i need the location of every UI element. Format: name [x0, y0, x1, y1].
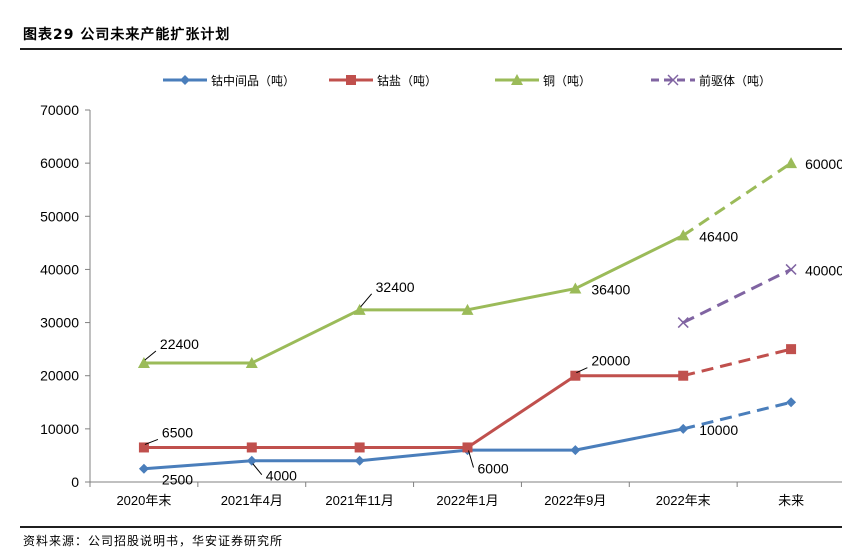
axes: 0 10000 20000 30000 40000 50000 60000 70000 2020…	[40, 102, 842, 508]
data-point	[246, 442, 257, 453]
data-point	[786, 344, 797, 355]
data-label: 22400	[160, 336, 199, 352]
data-point	[138, 442, 149, 453]
series-segment	[359, 448, 468, 463]
y-tick-label: 40000	[40, 261, 79, 277]
data-label: 32400	[376, 279, 415, 295]
legend-label: 铜（吨）	[543, 73, 591, 88]
data-label: 46400	[699, 228, 738, 244]
data-point	[569, 282, 582, 294]
data-point	[462, 442, 473, 453]
series-segment	[467, 287, 576, 312]
source-note: 资料来源：公司招股说明书，华安证券研究所	[23, 534, 284, 548]
x-tick-label: 2022年1月	[436, 493, 498, 508]
top-rule	[20, 48, 842, 50]
y-tick-label: 70000	[40, 102, 79, 118]
data-label: 60000	[805, 156, 842, 172]
series-segment-dashed	[682, 347, 792, 378]
chart: 钴中间品（吨） 钴盐（吨） 铜（吨） 前驱体（吨） 0 10000 20000 30000 4…	[40, 73, 842, 508]
y-tick-label: 20000	[40, 368, 79, 384]
legend-label: 钴中间品（吨）	[211, 73, 295, 88]
data-point	[138, 463, 149, 474]
data-point	[785, 157, 798, 169]
legend-item: 钴盐（吨）	[329, 73, 437, 88]
data-point	[354, 442, 365, 453]
figure-title: 图表29 公司未来产能扩张计划	[23, 27, 231, 43]
y-tick-label: 0	[71, 474, 79, 490]
series-0	[138, 397, 797, 474]
data-point	[137, 356, 150, 368]
data-label-leader	[576, 367, 588, 374]
y-tick-label: 50000	[40, 208, 79, 224]
data-label-leader	[252, 463, 263, 476]
data-label-leader	[468, 450, 474, 468]
series-segment	[574, 234, 684, 290]
data-point-stroke	[667, 74, 679, 86]
series-segment-dashed	[682, 268, 792, 324]
series-segment	[143, 459, 252, 471]
data-point	[180, 75, 190, 85]
legend-label: 钴盐（吨）	[377, 73, 437, 88]
data-point-stroke	[785, 263, 797, 275]
data-point	[511, 74, 523, 85]
data-label: 2500	[162, 472, 193, 488]
data-point	[354, 455, 365, 466]
data-point	[677, 317, 689, 329]
x-tick-label: 2022年末	[656, 493, 711, 508]
legend-item: 前驱体（吨）	[651, 73, 771, 88]
legend-label: 前驱体（吨）	[699, 73, 771, 88]
data-point	[461, 303, 474, 315]
x-tick-label: 2020年末	[116, 493, 171, 508]
series-segment	[251, 308, 361, 365]
data-point	[570, 370, 581, 381]
series-1	[138, 344, 797, 453]
data-label: 10000	[699, 422, 738, 438]
data-point	[246, 455, 257, 466]
data-label: 40000	[805, 262, 842, 278]
legend: 钴中间品（吨） 钴盐（吨） 铜（吨） 前驱体（吨）	[163, 73, 771, 88]
series-segment	[575, 427, 684, 452]
data-point	[677, 229, 690, 241]
data-point	[678, 423, 689, 434]
series-segment	[466, 374, 577, 449]
data-label-leader	[144, 438, 159, 445]
x-tick-label: 未来	[778, 493, 804, 508]
data-label-leader	[360, 293, 373, 308]
series-2	[137, 157, 798, 368]
data-point	[245, 356, 258, 368]
x-tick-label: 2021年11月	[325, 493, 393, 508]
y-tick-label: 10000	[40, 421, 79, 437]
data-point	[346, 75, 356, 85]
bottom-rule	[20, 526, 842, 528]
series-segment-dashed	[682, 161, 792, 237]
data-point	[785, 263, 797, 275]
x-tick-label: 2021年4月	[221, 493, 283, 508]
data-point	[570, 445, 581, 456]
data-label-leader	[144, 350, 157, 361]
data-labels: 2500 4000 10000 6500 6000 20000 22400 32400 3640…	[144, 156, 842, 488]
data-point	[678, 370, 689, 381]
legend-item: 铜（吨）	[495, 73, 591, 88]
data-point	[667, 74, 679, 86]
data-label: 6500	[162, 424, 193, 440]
data-point	[786, 397, 797, 408]
data-label: 20000	[591, 353, 630, 369]
y-tick-label: 30000	[40, 315, 79, 331]
x-tick-label: 2022年9月	[544, 493, 606, 508]
data-point	[353, 303, 366, 315]
series-layer	[137, 157, 798, 474]
data-label: 4000	[266, 468, 297, 484]
legend-item: 钴中间品（吨）	[163, 73, 295, 88]
data-label: 36400	[591, 282, 630, 298]
data-point-stroke	[677, 317, 689, 329]
data-label: 6000	[478, 460, 509, 476]
y-tick-label: 60000	[40, 155, 79, 171]
series-3	[677, 263, 797, 329]
